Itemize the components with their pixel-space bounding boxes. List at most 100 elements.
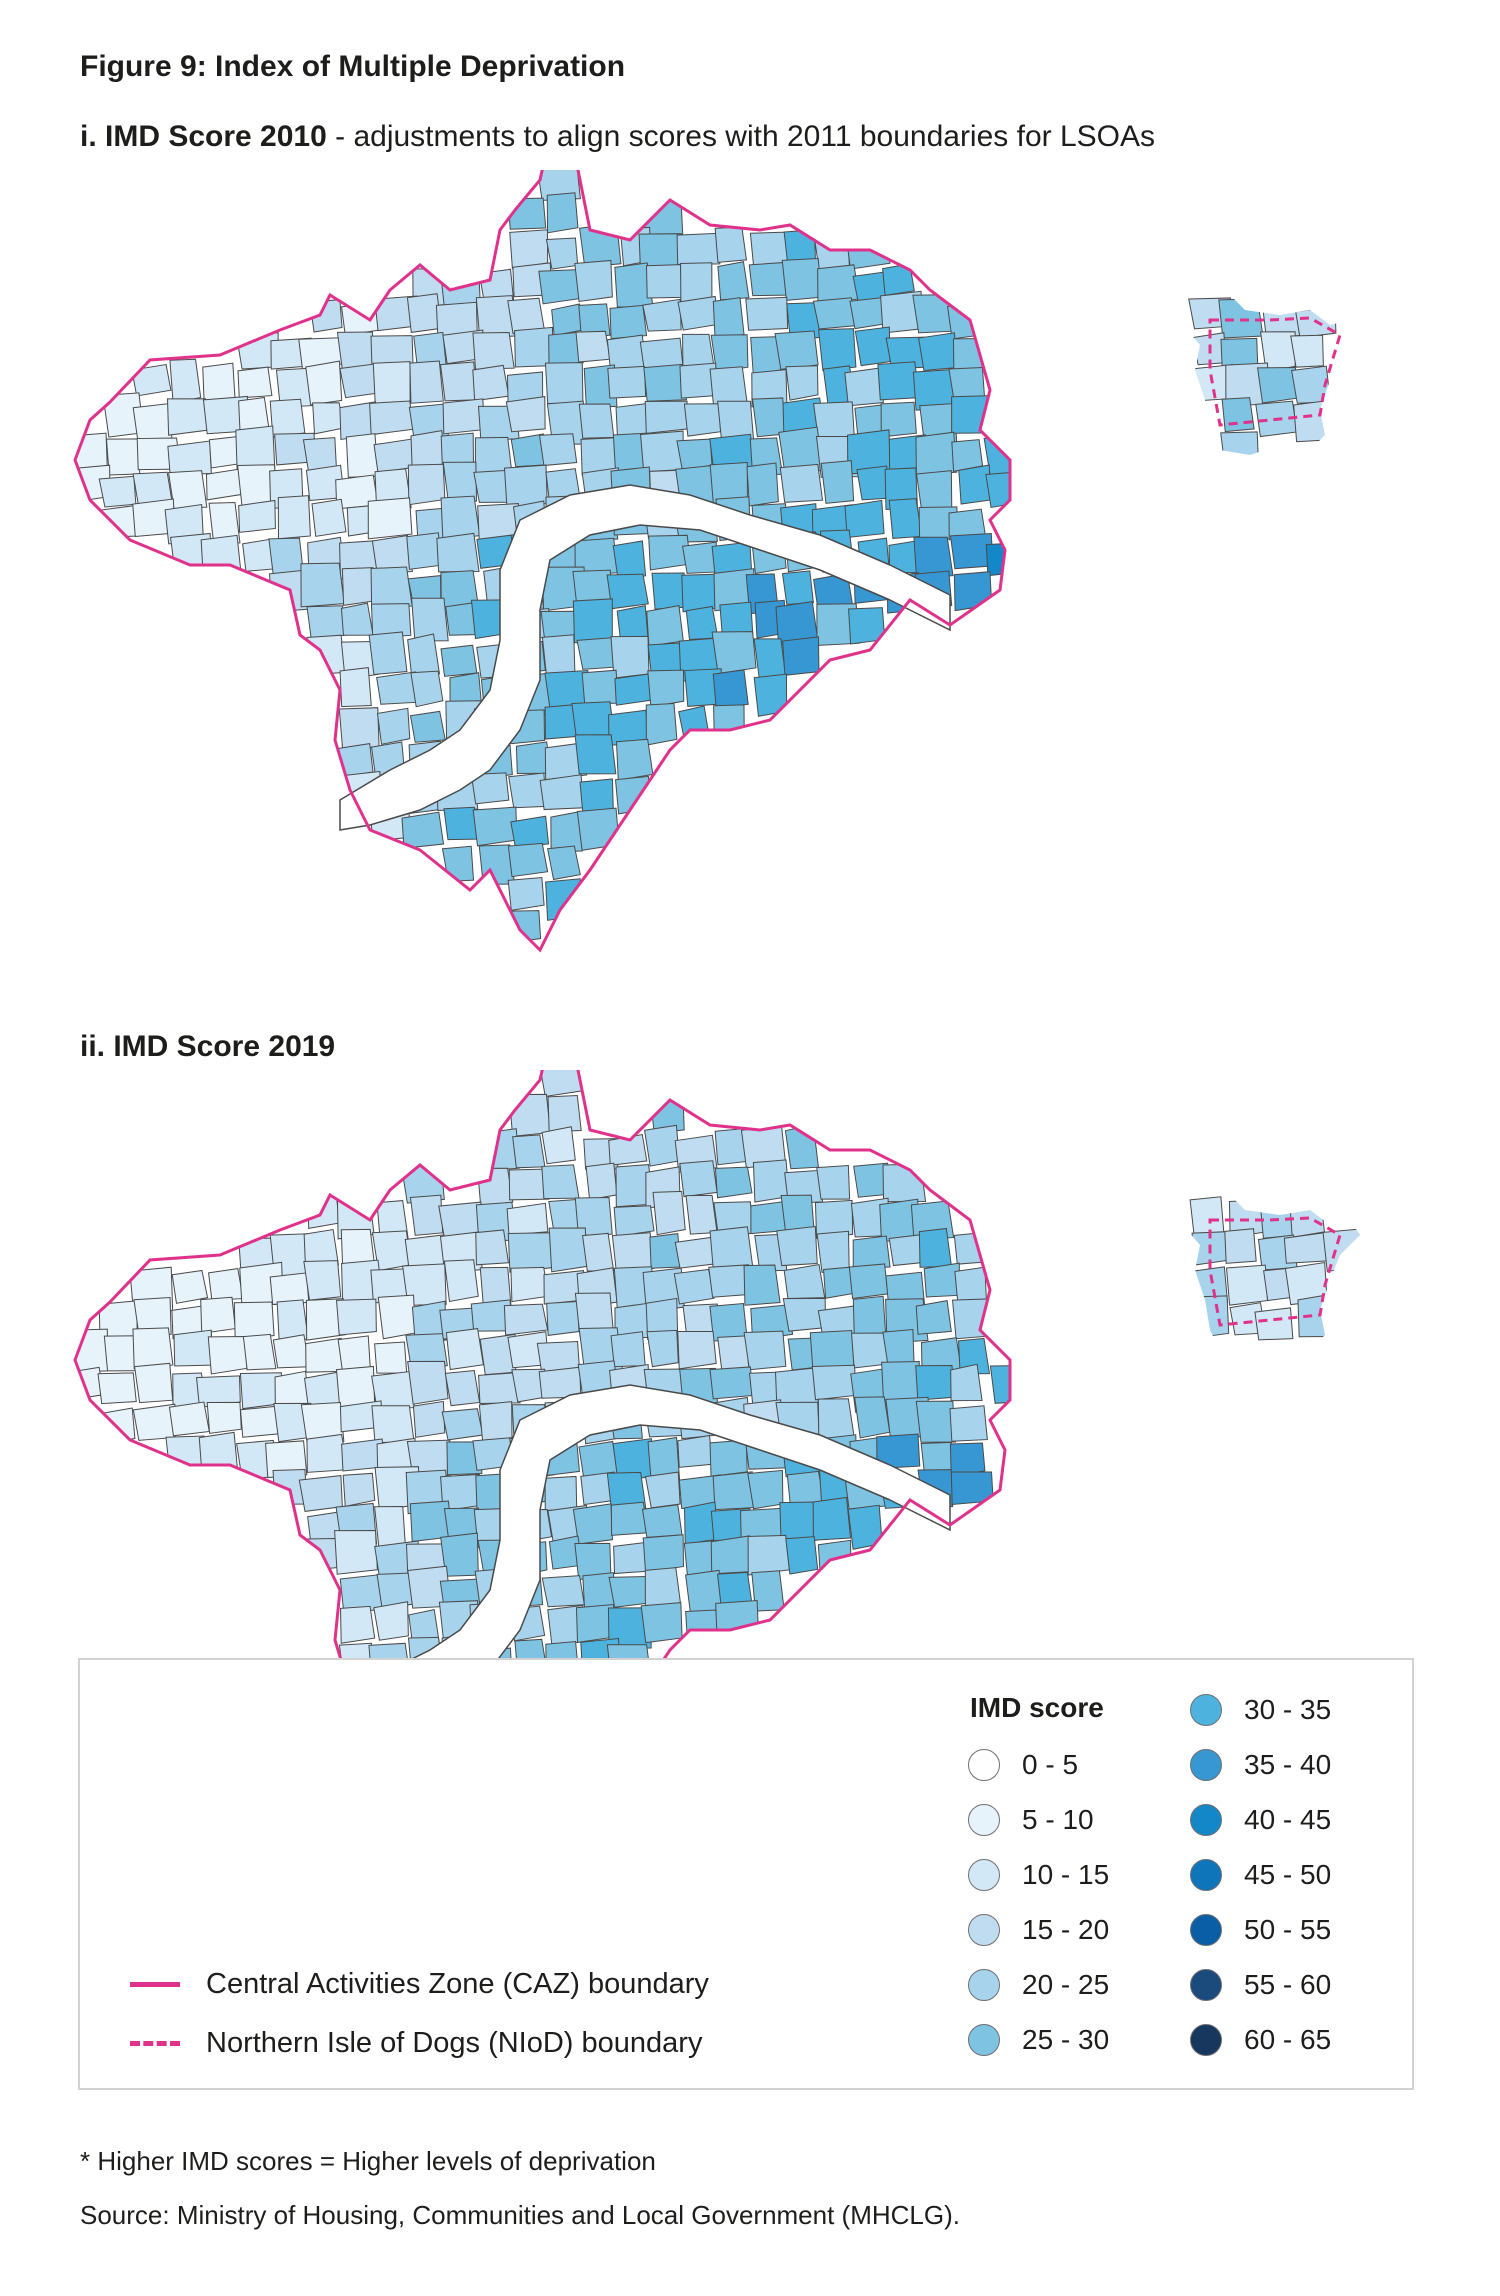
lsoa-area (677, 1331, 717, 1370)
lsoa-area (582, 1232, 615, 1272)
lsoa-area (167, 440, 212, 476)
lsoa-area (206, 1401, 242, 1434)
lsoa-area (444, 1369, 481, 1407)
lsoa-area (683, 403, 722, 437)
lsoa-area (581, 669, 619, 705)
lsoa-area (612, 540, 647, 580)
lsoa-area (781, 258, 823, 301)
lsoa-area (641, 1504, 683, 1538)
lsoa-area (208, 501, 241, 544)
footnote: * Higher IMD scores = Higher levels of d… (80, 2146, 656, 2176)
lsoa-area (171, 1269, 209, 1304)
lsoa-area (957, 1337, 991, 1375)
lsoa-area (844, 499, 885, 539)
legend-bin-label: 5 - 10 (1022, 1804, 1094, 1835)
legend-bin: 55 - 60 (1190, 1967, 1331, 2003)
legend-bin: 30 - 35 (1190, 1692, 1331, 1728)
lsoa-area (374, 1341, 408, 1374)
lsoa-area (514, 326, 554, 368)
niod-boundary-label: Northern Isle of Dogs (NIoD) boundary (206, 2027, 703, 2059)
lsoa-area (574, 734, 617, 775)
lsoa-area (585, 1162, 618, 1201)
niod-boundary-line (130, 2041, 180, 2046)
legend-bin: 10 - 15 (968, 1857, 1109, 1893)
lsoa-area (1254, 1307, 1294, 1341)
lsoa-area (781, 570, 814, 605)
lsoa-area (272, 1334, 311, 1369)
lsoa-area (98, 475, 137, 508)
lsoa-area (335, 1365, 376, 1408)
lsoa-area (747, 1534, 790, 1576)
lsoa-area (508, 1168, 550, 1201)
lsoa-area (574, 259, 613, 303)
lsoa-area (820, 460, 855, 504)
lsoa-area (409, 710, 446, 743)
lsoa-area (134, 1362, 174, 1404)
lsoa-area (876, 1433, 921, 1470)
lsoa-area (643, 1124, 681, 1167)
lsoa-area (443, 806, 478, 841)
lsoa-area (512, 1134, 546, 1169)
lsoa-area (298, 1475, 343, 1512)
legend-bin-label: 50 - 55 (1244, 1914, 1332, 1945)
lsoa-area (409, 1500, 453, 1543)
lsoa-area (844, 367, 884, 407)
lsoa-area (376, 707, 411, 745)
map-2010 (70, 170, 1430, 970)
lsoa-area (607, 1607, 652, 1650)
legend-swatch (968, 2024, 1000, 2056)
lsoa-area (445, 1328, 484, 1371)
lsoa-area (716, 1571, 753, 1607)
lsoa-area (401, 811, 445, 849)
lsoa-area (783, 1263, 826, 1300)
lsoa-area (370, 603, 412, 639)
lsoa-area (544, 1475, 578, 1511)
lsoa-area (269, 398, 306, 438)
lsoa-area (918, 332, 958, 372)
legend-swatch (968, 1914, 1000, 1946)
lsoa-area (367, 497, 413, 540)
lsoa-area (817, 1398, 855, 1442)
lsoa-area (854, 326, 891, 367)
legend-bin: 50 - 55 (1190, 1912, 1331, 1948)
lsoa-area (709, 1366, 754, 1400)
legend-bin: 25 - 30 (968, 2022, 1109, 2058)
lsoa-area (548, 1227, 588, 1273)
lsoa-area (478, 1372, 521, 1404)
lsoa-area (681, 573, 720, 613)
lsoa-area (888, 498, 923, 539)
legend-title: IMD score (970, 1692, 1104, 1723)
lsoa-area (746, 462, 779, 507)
lsoa-area (848, 1263, 889, 1300)
lsoa-area (478, 1401, 513, 1443)
lsoa-area (1224, 1228, 1257, 1264)
lsoa-area (852, 1295, 887, 1338)
lsoa-area (507, 876, 545, 911)
lsoa-area (312, 402, 345, 435)
lsoa-area (644, 1471, 681, 1509)
legend-bin-label: 40 - 45 (1244, 1804, 1332, 1835)
lsoa-area (816, 1230, 850, 1273)
lsoa-area (685, 1194, 718, 1235)
lsoa-area (338, 707, 380, 750)
lsoa-area (436, 532, 480, 573)
legend-swatch (1190, 1694, 1222, 1726)
lsoa-area (274, 1370, 311, 1409)
lsoa-area (646, 1329, 679, 1368)
lsoa-area (507, 842, 549, 878)
lsoa-area (750, 1200, 787, 1235)
lsoa-area (371, 1405, 415, 1444)
lsoa-area (785, 365, 819, 401)
lsoa-area (915, 470, 953, 514)
legend-bin: 15 - 20 (968, 1912, 1109, 1948)
legend-swatch (1190, 1804, 1222, 1836)
lsoa-area (812, 297, 857, 330)
legend-bin-label: 0 - 5 (1022, 1749, 1079, 1780)
lsoa-area (676, 232, 721, 265)
lsoa-area (132, 1327, 174, 1370)
lsoa-area (809, 1329, 855, 1370)
lsoa-area (277, 495, 311, 540)
lsoa-area (345, 433, 379, 478)
legend-bin-label: 20 - 25 (1022, 1969, 1110, 2000)
lsoa-area (915, 1400, 957, 1443)
